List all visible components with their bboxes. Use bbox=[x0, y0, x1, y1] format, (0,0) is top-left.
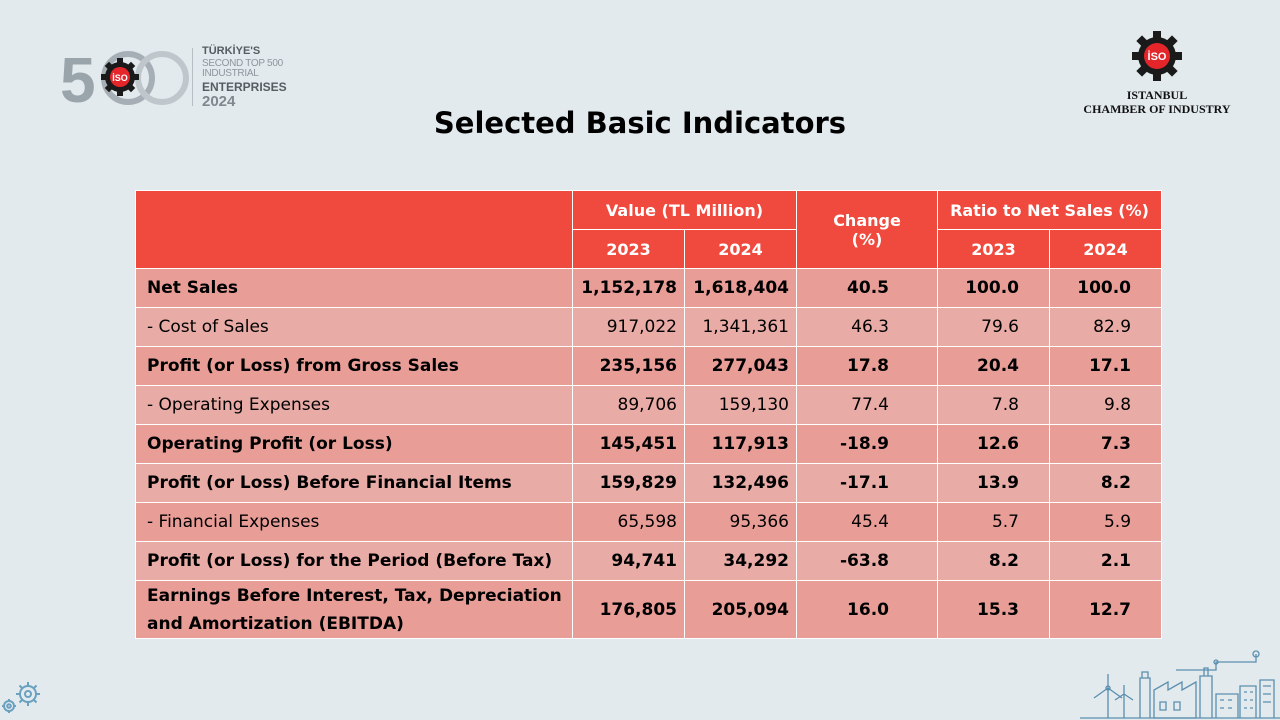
value-2023-cell: 94,741 bbox=[572, 541, 685, 581]
table-row: Net Sales 1,152,178 1,618,404 40.5 100.0 100.… bbox=[135, 268, 1163, 308]
change-cell: 17.8 bbox=[796, 346, 938, 386]
value-2023-cell: 1,152,178 bbox=[572, 268, 685, 308]
value-2023-cell: 917,022 bbox=[572, 307, 685, 347]
value-2024-cell: 1,341,361 bbox=[684, 307, 797, 347]
org-name: ISTANBUL CHAMBER OF INDUSTRY bbox=[1072, 88, 1242, 116]
header-value-year-2023: 2023 bbox=[572, 229, 685, 269]
row-label: Operating Profit (or Loss) bbox=[135, 424, 573, 464]
org-line-2: CHAMBER OF INDUSTRY bbox=[1083, 102, 1231, 116]
ratio-2023-cell: 7.8 bbox=[937, 385, 1050, 425]
header-blank-cell bbox=[135, 190, 573, 269]
top500-text: TÜRKİYE'S SECOND TOP 500 INDUSTRIAL ENTE… bbox=[202, 45, 320, 110]
iso-logo: İSO ISTANBUL CHAMBER OF INDUSTRY bbox=[1072, 30, 1242, 116]
table-body: Net Sales 1,152,178 1,618,404 40.5 100.0 100.… bbox=[135, 268, 1163, 639]
ratio-2024-cell: 5.9 bbox=[1048, 502, 1163, 542]
change-cell: 46.3 bbox=[796, 307, 938, 347]
row-label: - Operating Expenses bbox=[135, 385, 573, 425]
ratio-2023-cell: 12.6 bbox=[937, 424, 1050, 464]
change-cell: -18.9 bbox=[796, 424, 938, 464]
ratio-2024-cell: 8.2 bbox=[1048, 463, 1163, 503]
table-row: - Operating Expenses 89,706 159,130 77.4 7.8… bbox=[135, 385, 1163, 425]
header-change-text: Change (%) bbox=[833, 210, 901, 249]
value-2024-cell: 95,366 bbox=[684, 502, 797, 542]
logo-line-4: 2024 bbox=[202, 93, 236, 110]
logo-line-1: TÜRKİYE'S bbox=[202, 45, 261, 57]
ratio-2024-cell: 7.3 bbox=[1048, 424, 1163, 464]
ratio-2024-cell: 82.9 bbox=[1048, 307, 1163, 347]
row-label: Profit (or Loss) Before Financial Items bbox=[135, 463, 573, 503]
header-value-year-2024: 2024 bbox=[684, 229, 797, 269]
value-2024-cell: 205,094 bbox=[684, 580, 797, 639]
svg-text:İSO: İSO bbox=[1148, 50, 1167, 63]
ratio-2023-cell: 79.6 bbox=[937, 307, 1050, 347]
value-2024-cell: 34,292 bbox=[684, 541, 797, 581]
change-cell: 40.5 bbox=[796, 268, 938, 308]
ratio-2023-cell: 100.0 bbox=[937, 268, 1050, 308]
logo-line-2: SECOND TOP 500 INDUSTRIAL bbox=[202, 58, 283, 79]
table-row: Profit (or Loss) for the Period (Before … bbox=[135, 541, 1163, 581]
value-2024-cell: 117,913 bbox=[684, 424, 797, 464]
table-row: Profit (or Loss) from Gross Sales 235,156… bbox=[135, 346, 1163, 386]
header-change: Change (%) bbox=[796, 190, 938, 269]
ratio-2023-cell: 5.7 bbox=[937, 502, 1050, 542]
svg-text:İSO: İSO bbox=[112, 73, 128, 83]
org-line-1: ISTANBUL bbox=[1126, 88, 1188, 102]
top500-emblem: 5 İSO bbox=[60, 44, 189, 108]
table-row: Earnings Before Interest, Tax, Depreciat… bbox=[135, 580, 1163, 639]
top500-logo: 5 İSO TÜRKİYE'S SECOND TOP 500 INDUSTRIA… bbox=[60, 44, 320, 110]
ratio-2023-cell: 8.2 bbox=[937, 541, 1050, 581]
logo-divider bbox=[192, 48, 193, 106]
header-value: Value (TL Million) bbox=[572, 190, 797, 230]
ratio-2024-cell: 9.8 bbox=[1048, 385, 1163, 425]
table-row: Profit (or Loss) Before Financial Items 1… bbox=[135, 463, 1163, 503]
ratio-2023-cell: 13.9 bbox=[937, 463, 1050, 503]
value-2023-cell: 145,451 bbox=[572, 424, 685, 464]
header-ratio: Ratio to Net Sales (%) bbox=[936, 190, 1163, 230]
iso-gear-icon: İSO bbox=[1132, 31, 1182, 81]
change-cell: 16.0 bbox=[796, 580, 938, 639]
table-row: - Cost of Sales 917,022 1,341,361 46.3 79.6 8… bbox=[135, 307, 1163, 347]
row-label: - Financial Expenses bbox=[135, 502, 573, 542]
ratio-2024-cell: 100.0 bbox=[1048, 268, 1163, 308]
value-2023-cell: 65,598 bbox=[572, 502, 685, 542]
value-2023-cell: 235,156 bbox=[572, 346, 685, 386]
table-row: Operating Profit (or Loss) 145,451 117,913… bbox=[135, 424, 1163, 464]
change-cell: -17.1 bbox=[796, 463, 938, 503]
row-label: Net Sales bbox=[135, 268, 573, 308]
gear-icon bbox=[2, 682, 40, 713]
change-cell: 45.4 bbox=[796, 502, 938, 542]
ratio-2024-cell: 2.1 bbox=[1048, 541, 1163, 581]
row-label: - Cost of Sales bbox=[135, 307, 573, 347]
change-cell: -63.8 bbox=[796, 541, 938, 581]
value-2023-cell: 176,805 bbox=[572, 580, 685, 639]
header-ratio-year-2023: 2023 bbox=[937, 229, 1050, 269]
ratio-2023-cell: 15.3 bbox=[937, 580, 1050, 639]
header-ratio-year-2024: 2024 bbox=[1048, 229, 1163, 269]
ratio-2024-cell: 17.1 bbox=[1048, 346, 1163, 386]
value-2024-cell: 1,618,404 bbox=[684, 268, 797, 308]
value-2024-cell: 277,043 bbox=[684, 346, 797, 386]
value-2024-cell: 132,496 bbox=[684, 463, 797, 503]
table-row: - Financial Expenses 65,598 95,366 45.4 5.7 5… bbox=[135, 502, 1163, 542]
ratio-2024-cell: 12.7 bbox=[1048, 580, 1163, 639]
emblem-digit-5: 5 bbox=[60, 44, 96, 108]
value-2023-cell: 159,829 bbox=[572, 463, 685, 503]
row-label: Earnings Before Interest, Tax, Depreciat… bbox=[135, 580, 573, 639]
page-title: Selected Basic Indicators bbox=[433, 106, 847, 140]
factory-illustration bbox=[1080, 650, 1280, 719]
row-label: Profit (or Loss) for the Period (Before … bbox=[135, 541, 573, 581]
value-2023-cell: 89,706 bbox=[572, 385, 685, 425]
value-2024-cell: 159,130 bbox=[684, 385, 797, 425]
indicators-table: Value (TL Million) Change (%) Ratio to Ne… bbox=[135, 190, 1163, 639]
row-label: Profit (or Loss) from Gross Sales bbox=[135, 346, 573, 386]
change-cell: 77.4 bbox=[796, 385, 938, 425]
logo-line-3: ENTERPRISES bbox=[202, 80, 287, 94]
ratio-2023-cell: 20.4 bbox=[937, 346, 1050, 386]
